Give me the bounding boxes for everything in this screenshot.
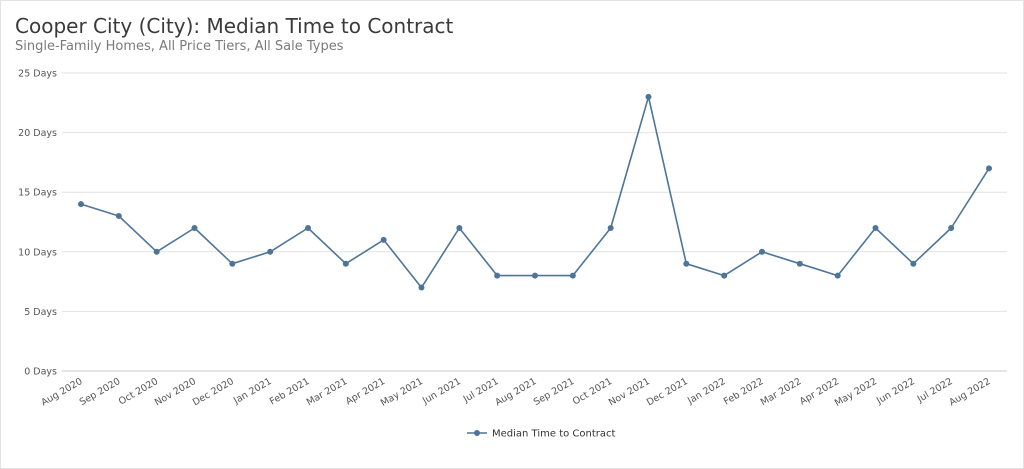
y-tick-label: 10 Days <box>18 247 57 258</box>
data-point[interactable]: Oct 2020: 10 <box>153 248 160 255</box>
x-tick-label: Mar 2022 <box>759 376 804 408</box>
data-point[interactable]: Nov 2021: 23 <box>645 93 652 100</box>
x-tick-label: Dec 2020 <box>191 376 236 408</box>
data-point[interactable]: Apr 2021: 11 <box>380 236 387 243</box>
data-point[interactable]: Feb 2022: 10 <box>759 248 765 255</box>
data-point[interactable]: May 2021: 7 <box>418 284 425 291</box>
chart-title: Cooper City (City): Median Time to Contr… <box>15 14 454 38</box>
data-point[interactable]: Nov 2020: 12 <box>191 224 198 231</box>
data-point[interactable]: May 2022: 12 <box>872 224 879 231</box>
data-point[interactable]: Mar 2022: 9 <box>796 260 803 267</box>
y-tick-label: 5 Days <box>24 307 57 318</box>
data-point[interactable]: Aug 2020: 14 <box>78 201 84 208</box>
data-point[interactable]: Jun 2022: 9 <box>910 260 917 267</box>
data-point[interactable]: Sep 2021: 8 <box>569 272 576 279</box>
series-median-time-to-contract: Aug 2020: 14 Sep 2020: 13 Oct 2020: 10 Nov … <box>78 93 992 291</box>
x-tick-label: Aug 2020 <box>39 376 84 408</box>
data-point[interactable]: Jan 2022: 8 <box>721 272 728 279</box>
data-point[interactable]: Feb 2021: 12 <box>305 224 311 231</box>
x-tick-label: Jun 2021 <box>420 376 463 407</box>
data-point[interactable]: Mar 2021: 9 <box>342 260 349 267</box>
data-point[interactable]: Oct 2021: 12 <box>607 224 614 231</box>
x-tick-label: Jan 2021 <box>231 376 274 407</box>
x-tick-label: Nov 2021 <box>607 376 652 408</box>
data-point[interactable]: Aug 2022: 17 <box>986 165 992 172</box>
y-tick-label: 25 Days <box>18 69 57 80</box>
x-tick-label: Aug 2021 <box>493 376 538 408</box>
x-tick-label: Dec 2021 <box>645 376 690 408</box>
data-point[interactable]: Jul 2021: 8 <box>494 272 501 279</box>
chart-subtitle: Single-Family Homes, All Price Tiers, Al… <box>15 39 344 54</box>
x-tick-label: Jan 2022 <box>685 376 728 407</box>
x-tick-label: Nov 2020 <box>153 376 198 408</box>
data-point[interactable]: Apr 2022: 8 <box>834 272 841 279</box>
data-point[interactable]: Jan 2021: 10 <box>267 248 274 255</box>
x-tick-label: Sep 2021 <box>532 376 577 408</box>
data-point[interactable]: Sep 2020: 13 <box>115 213 122 220</box>
x-tick-label: Feb 2022 <box>722 376 766 408</box>
x-tick-label: Aug 2022 <box>947 376 992 408</box>
legend[interactable]: Median Time to Contract <box>467 429 616 440</box>
legend-marker <box>474 430 480 436</box>
gridlines <box>62 72 1007 372</box>
y-tick-label: 0 Days <box>24 367 57 378</box>
data-point[interactable]: Dec 2020: 9 <box>229 260 236 267</box>
y-tick-label: 15 Days <box>18 188 57 199</box>
x-tick-label: Mar 2021 <box>305 376 350 408</box>
x-tick-label: May 2022 <box>833 376 879 409</box>
data-point[interactable]: Aug 2021: 8 <box>532 272 538 279</box>
x-tick-label: Feb 2021 <box>268 376 312 408</box>
data-point[interactable]: Dec 2021: 9 <box>683 260 690 267</box>
x-tick-label: Oct 2021 <box>571 376 614 407</box>
x-tick-label: May 2021 <box>379 376 425 409</box>
data-point[interactable]: Jul 2022: 12 <box>948 224 955 231</box>
x-tick-label: Sep 2020 <box>78 376 123 408</box>
y-tick-label: 20 Days <box>18 128 57 139</box>
data-point[interactable]: Jun 2021: 12 <box>456 224 463 231</box>
x-tick-label: Jun 2022 <box>874 376 917 407</box>
legend-label: Median Time to Contract <box>492 429 616 440</box>
y-axis-tick-labels: 0 Days 5 Days 10 Days 15 Days 20 Days 25 Days <box>18 69 57 378</box>
x-tick-label: Oct 2020 <box>117 376 160 407</box>
